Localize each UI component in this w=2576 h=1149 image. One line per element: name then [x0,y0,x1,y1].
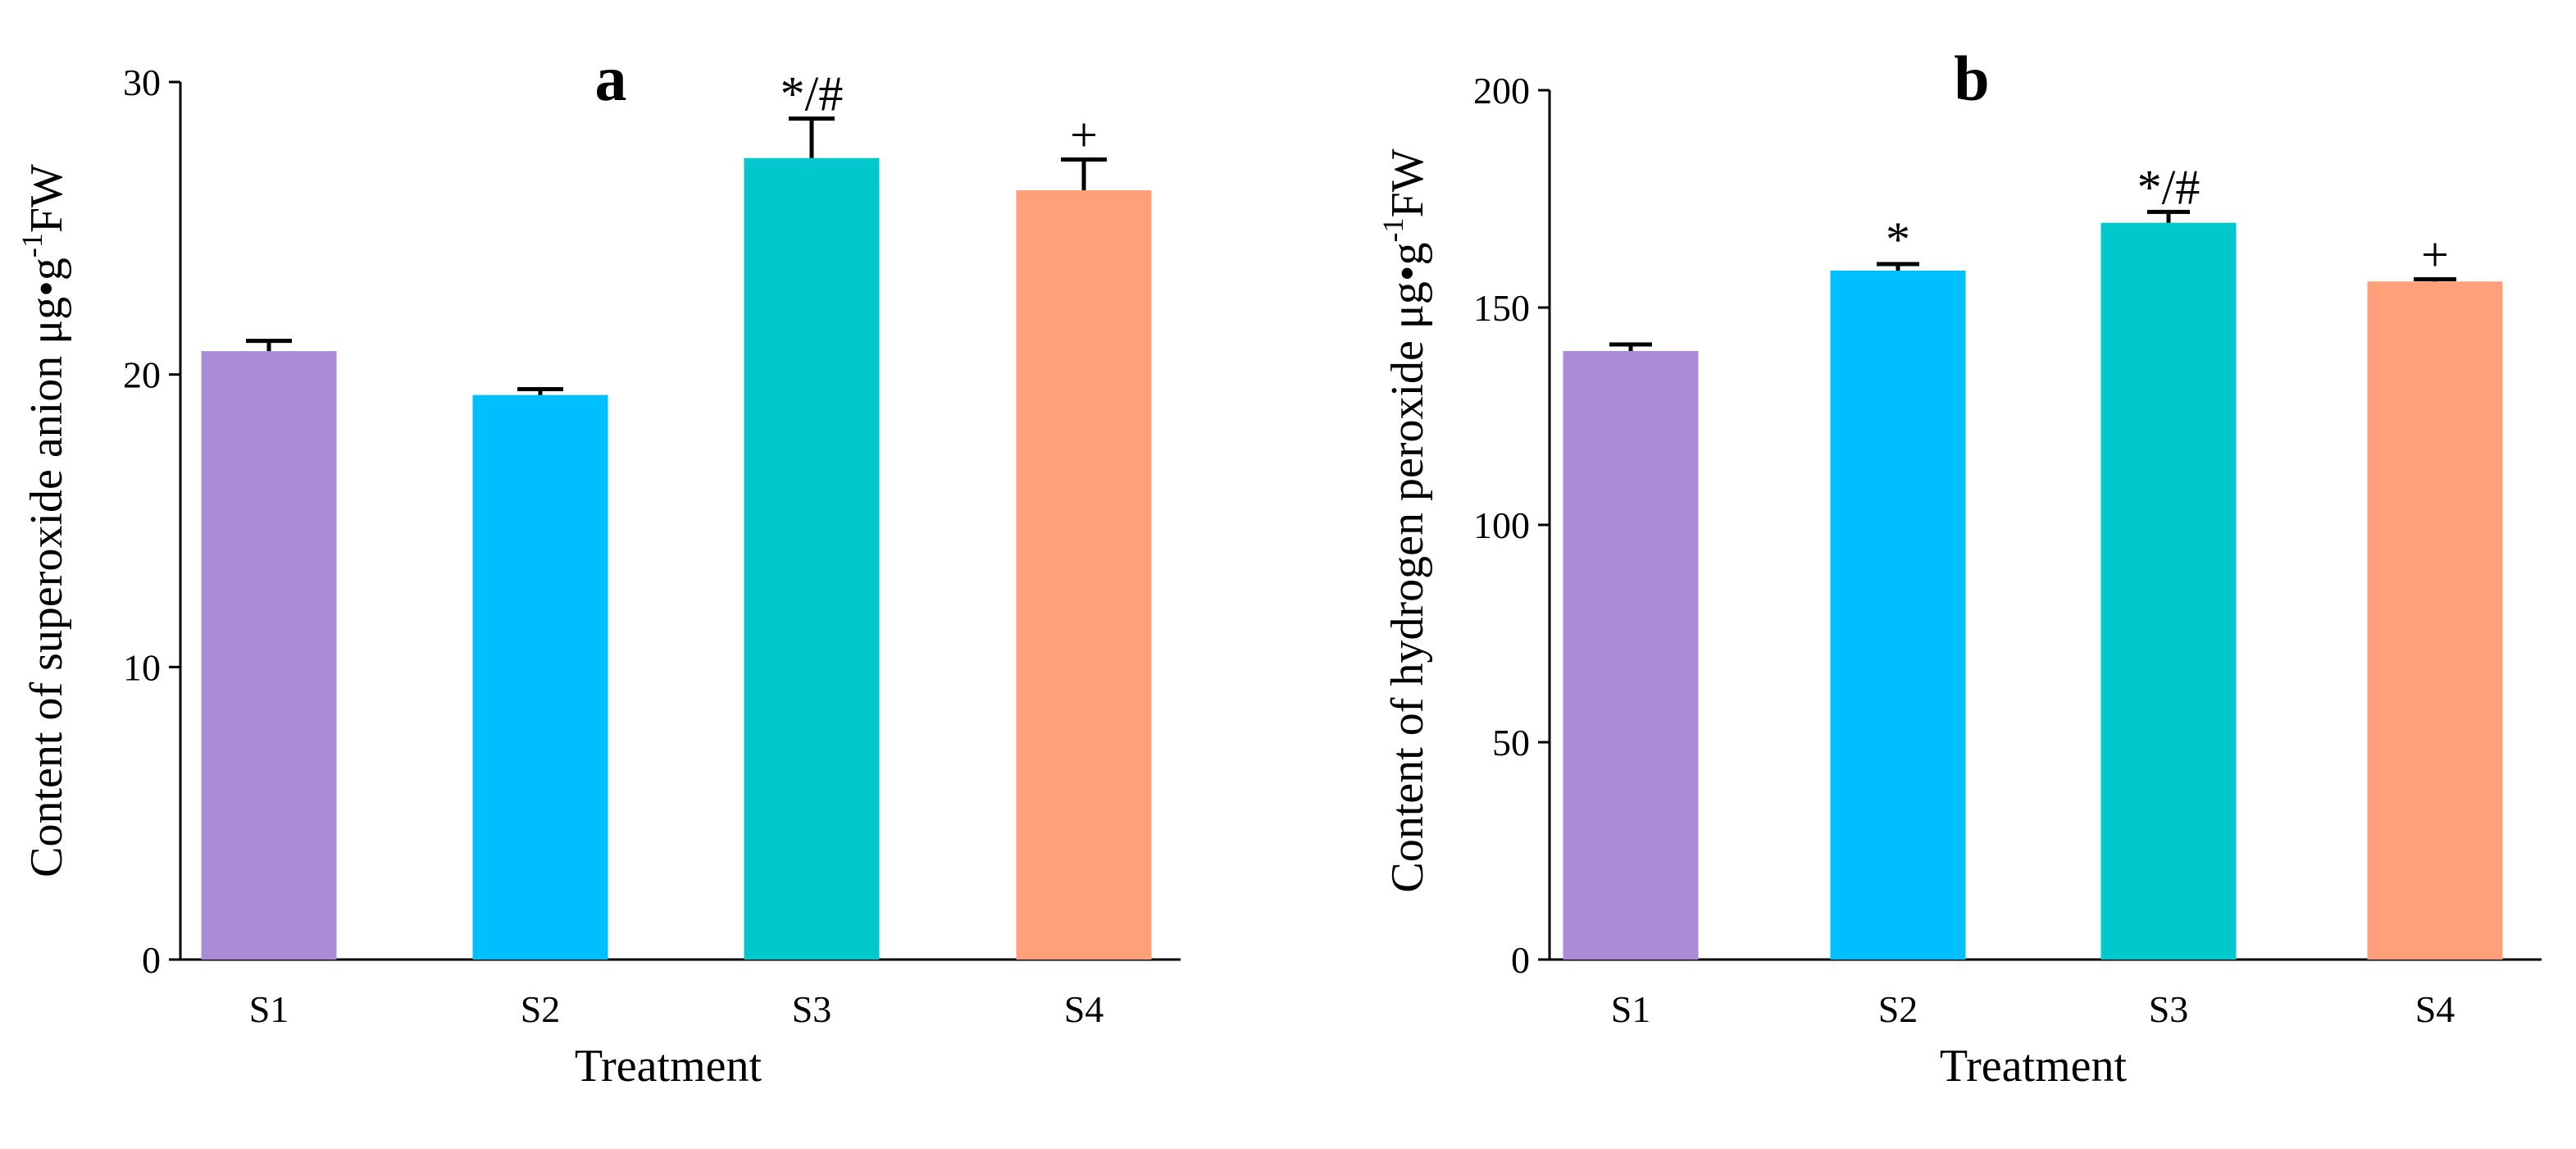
panel-b-y-axis-title-superscript: -1 [1377,217,1409,242]
panel-b-x-axis-title: Treatment [1940,1041,2128,1092]
panel-a-category-label-s2: S2 [521,988,561,1030]
panel-b-category-label-s3: S3 [2149,988,2189,1030]
panel-b-bar-s1 [1563,351,1699,960]
panel-b-error-bar-s2 [1877,262,1919,271]
panel-b-error-bar-s3 [2147,209,2190,223]
panel-a-y-tick-label-30: 30 [123,62,161,103]
panel-a-label: a [595,43,627,114]
panel-b-y-tick-label-100: 100 [1473,504,1530,546]
panel-b-chart: 0 50 100 150 200 Content of hydrogen peroxid… [1377,43,2542,1092]
panel-b-significance-marks: * */# + [1886,160,2449,281]
panel-b-bar-s3 [2100,222,2237,960]
panel-a-bars [201,157,1152,960]
panel-a-error-bar-s2 [517,387,563,395]
panel-a-chart: 0 10 20 30 Content of superoxide anion μg•g… [16,43,1181,1092]
panel-b-significance-s3: */# [2137,160,2201,214]
panel-b-category-label-s4: S4 [2415,988,2455,1030]
panel-a-error-bar-s3 [789,116,835,158]
panel-b-error-bars [1609,209,2456,351]
panel-a-significance-s3: */# [781,67,844,121]
panel-b-y-tick-label-200: 200 [1473,70,1530,112]
panel-b-bars [1563,222,2503,960]
panel-a-bar-s4 [1016,189,1152,960]
panel-a-category-label-s3: S3 [792,988,832,1030]
panel-b-label: b [1954,43,1989,114]
panel-a-y-axis-title: Content of superoxide anion μg•g-1FW [16,164,72,878]
panel-a-y-axis-title-main: Content of superoxide anion μg•g [21,258,72,878]
panel-b-y-axis-title-main: Content of hydrogen peroxide μg•g [1382,242,1433,892]
panel-a-category-labels: S1 S2 S3 S4 [249,988,1104,1030]
panel-a-y-axis-title-unit: FW [21,164,72,233]
panel-a-y-tick-label-20: 20 [123,354,161,396]
panel-b-y-axis-title: Content of hydrogen peroxide μg•g-1FW [1377,148,1433,892]
panel-a-category-label-s4: S4 [1064,988,1104,1030]
panel-b-y-tick-label-150: 150 [1473,287,1530,329]
panel-a-y-tick-label-10: 10 [123,646,161,688]
panel-b-y-axis-ticks: 0 50 100 150 200 [1473,70,1550,981]
panel-a-y-axis-title-superscript: -1 [16,233,48,258]
panel-b-y-tick-label-0: 0 [1511,939,1530,981]
panel-a-error-bar-s4 [1061,157,1107,190]
panel-b-error-bar-s4 [2414,277,2456,282]
panel-a-y-tick-label-0: 0 [142,939,161,981]
panel-a-bar-s1 [201,351,337,960]
panel-a-bar-s2 [472,394,608,960]
panel-b-y-axis-title-unit: FW [1382,148,1433,217]
panel-a-y-axis-ticks: 0 10 20 30 [123,62,180,981]
panel-a-error-bars [246,116,1107,395]
panel-b-category-label-s1: S1 [1611,988,1651,1030]
panel-b-bar-s4 [2367,281,2503,960]
panel-b-bar-s2 [1830,270,1966,960]
panel-a-significance-s4: + [1070,108,1098,162]
panel-a-error-bar-s1 [246,339,292,352]
panel-a-significance-marks: */# + [781,67,1098,162]
panel-a-bar-s3 [744,157,880,960]
panel-b-error-bar-s1 [1609,342,1652,351]
panel-b-category-label-s2: S2 [1878,988,1918,1030]
panel-b-significance-s2: * [1886,212,1910,267]
panel-b-y-tick-label-50: 50 [1492,722,1530,764]
panel-b-significance-s4: + [2421,228,2449,282]
panel-a-category-label-s1: S1 [249,988,289,1030]
panel-a-x-axis-title: Treatment [575,1041,762,1092]
panel-b-category-labels: S1 S2 S3 S4 [1611,988,2455,1030]
